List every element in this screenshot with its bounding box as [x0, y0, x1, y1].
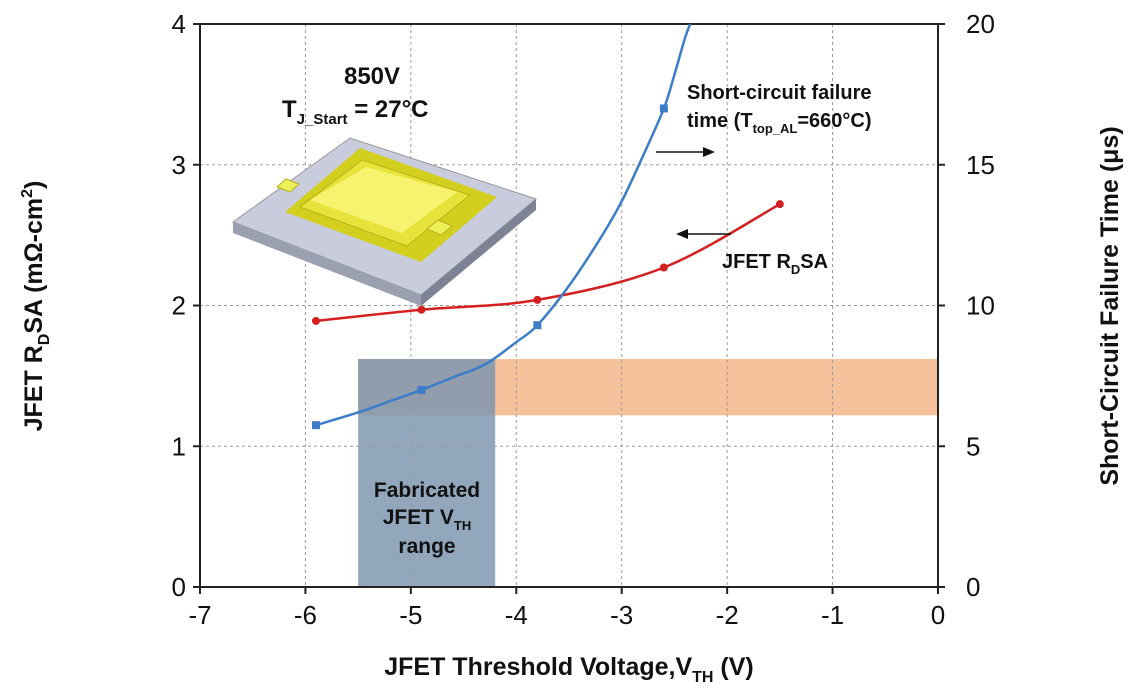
y-right-tick-label: 10: [966, 291, 995, 321]
x-axis-title: JFET Threshold Voltage,VTH (V): [384, 653, 754, 686]
x-tick-label: -5: [399, 600, 422, 630]
y-right-tick-label: 20: [966, 9, 995, 39]
x-tick-label: -6: [294, 600, 317, 630]
rdsa-point: [659, 263, 668, 272]
y-right-tick-label: 0: [966, 572, 980, 602]
grid: [200, 24, 938, 587]
voltage-label: 850V: [344, 63, 400, 90]
series: [311, 23, 784, 430]
rdsa-point: [417, 305, 426, 314]
failure-time-point: [659, 104, 668, 113]
right-axis-arrow: [656, 147, 715, 157]
y-left-tick-label: 3: [172, 150, 186, 180]
x-tick-label: -3: [610, 600, 633, 630]
y-left-axis-title: JFET RDSA (mΩ-cm2): [19, 181, 53, 432]
y-right-axis-title: Short-Circuit Failure Time (μs): [1096, 126, 1124, 485]
device-illustration: [231, 137, 538, 306]
y-left-tick-label: 2: [172, 291, 186, 321]
x-tick-label: -7: [188, 600, 211, 630]
failure-time-point: [417, 385, 426, 394]
failure-time-point: [311, 421, 320, 430]
x-tick-label: 0: [931, 600, 945, 630]
failure-time-point: [533, 321, 542, 330]
rdsa-point: [775, 200, 784, 209]
threshold-range-region: [358, 358, 496, 587]
fabricated-label-line2: JFET VTH: [383, 506, 472, 533]
fabricated-label-line1: Fabricated: [374, 479, 480, 502]
y-left-tick-label: 0: [172, 572, 186, 602]
rdsa-annotation: JFET RDSA: [722, 251, 828, 277]
failure-time-line: [315, 23, 692, 427]
x-tick-label: -1: [821, 600, 844, 630]
y-right-tick-label: 5: [966, 431, 980, 461]
fabricated-label-line3: range: [398, 535, 455, 558]
x-tick-label: -2: [716, 600, 739, 630]
left-axis-arrow: [676, 229, 731, 239]
x-tick-label: -4: [505, 600, 528, 630]
temperature-label: TJ_Start = 27°C: [282, 96, 429, 128]
sc-annotation-line1: Short-circuit failure: [687, 82, 871, 104]
sc-annotation-line2: time (Ttop_AL=660°C): [687, 110, 872, 136]
rdsa-point: [311, 316, 320, 325]
y-right-tick-label: 15: [966, 150, 995, 180]
y-left-tick-label: 1: [172, 431, 186, 461]
y-left-tick-label: 4: [172, 9, 186, 39]
rdsa-point: [533, 295, 542, 304]
